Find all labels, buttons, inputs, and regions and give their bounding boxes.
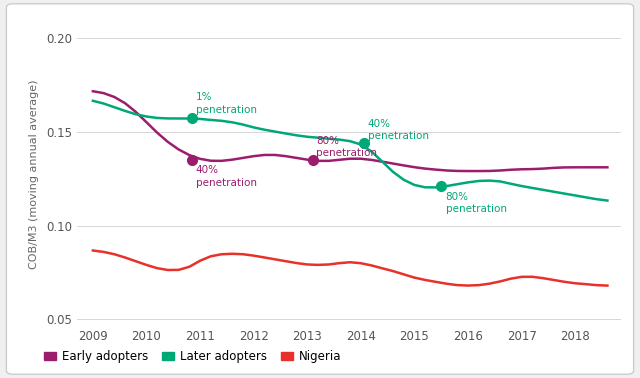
Text: 40%
penetration: 40% penetration [196, 166, 257, 188]
Legend: Early adopters, Later adopters, Nigeria: Early adopters, Later adopters, Nigeria [39, 345, 346, 367]
FancyBboxPatch shape [6, 4, 634, 374]
Text: 80%
penetration: 80% penetration [445, 192, 506, 214]
Y-axis label: COB/M3 (moving annual average): COB/M3 (moving annual average) [29, 79, 39, 269]
Text: 40%
penetration: 40% penetration [368, 119, 429, 141]
Text: 80%
penetration: 80% penetration [316, 136, 378, 158]
Text: 1%
penetration: 1% penetration [196, 92, 257, 115]
